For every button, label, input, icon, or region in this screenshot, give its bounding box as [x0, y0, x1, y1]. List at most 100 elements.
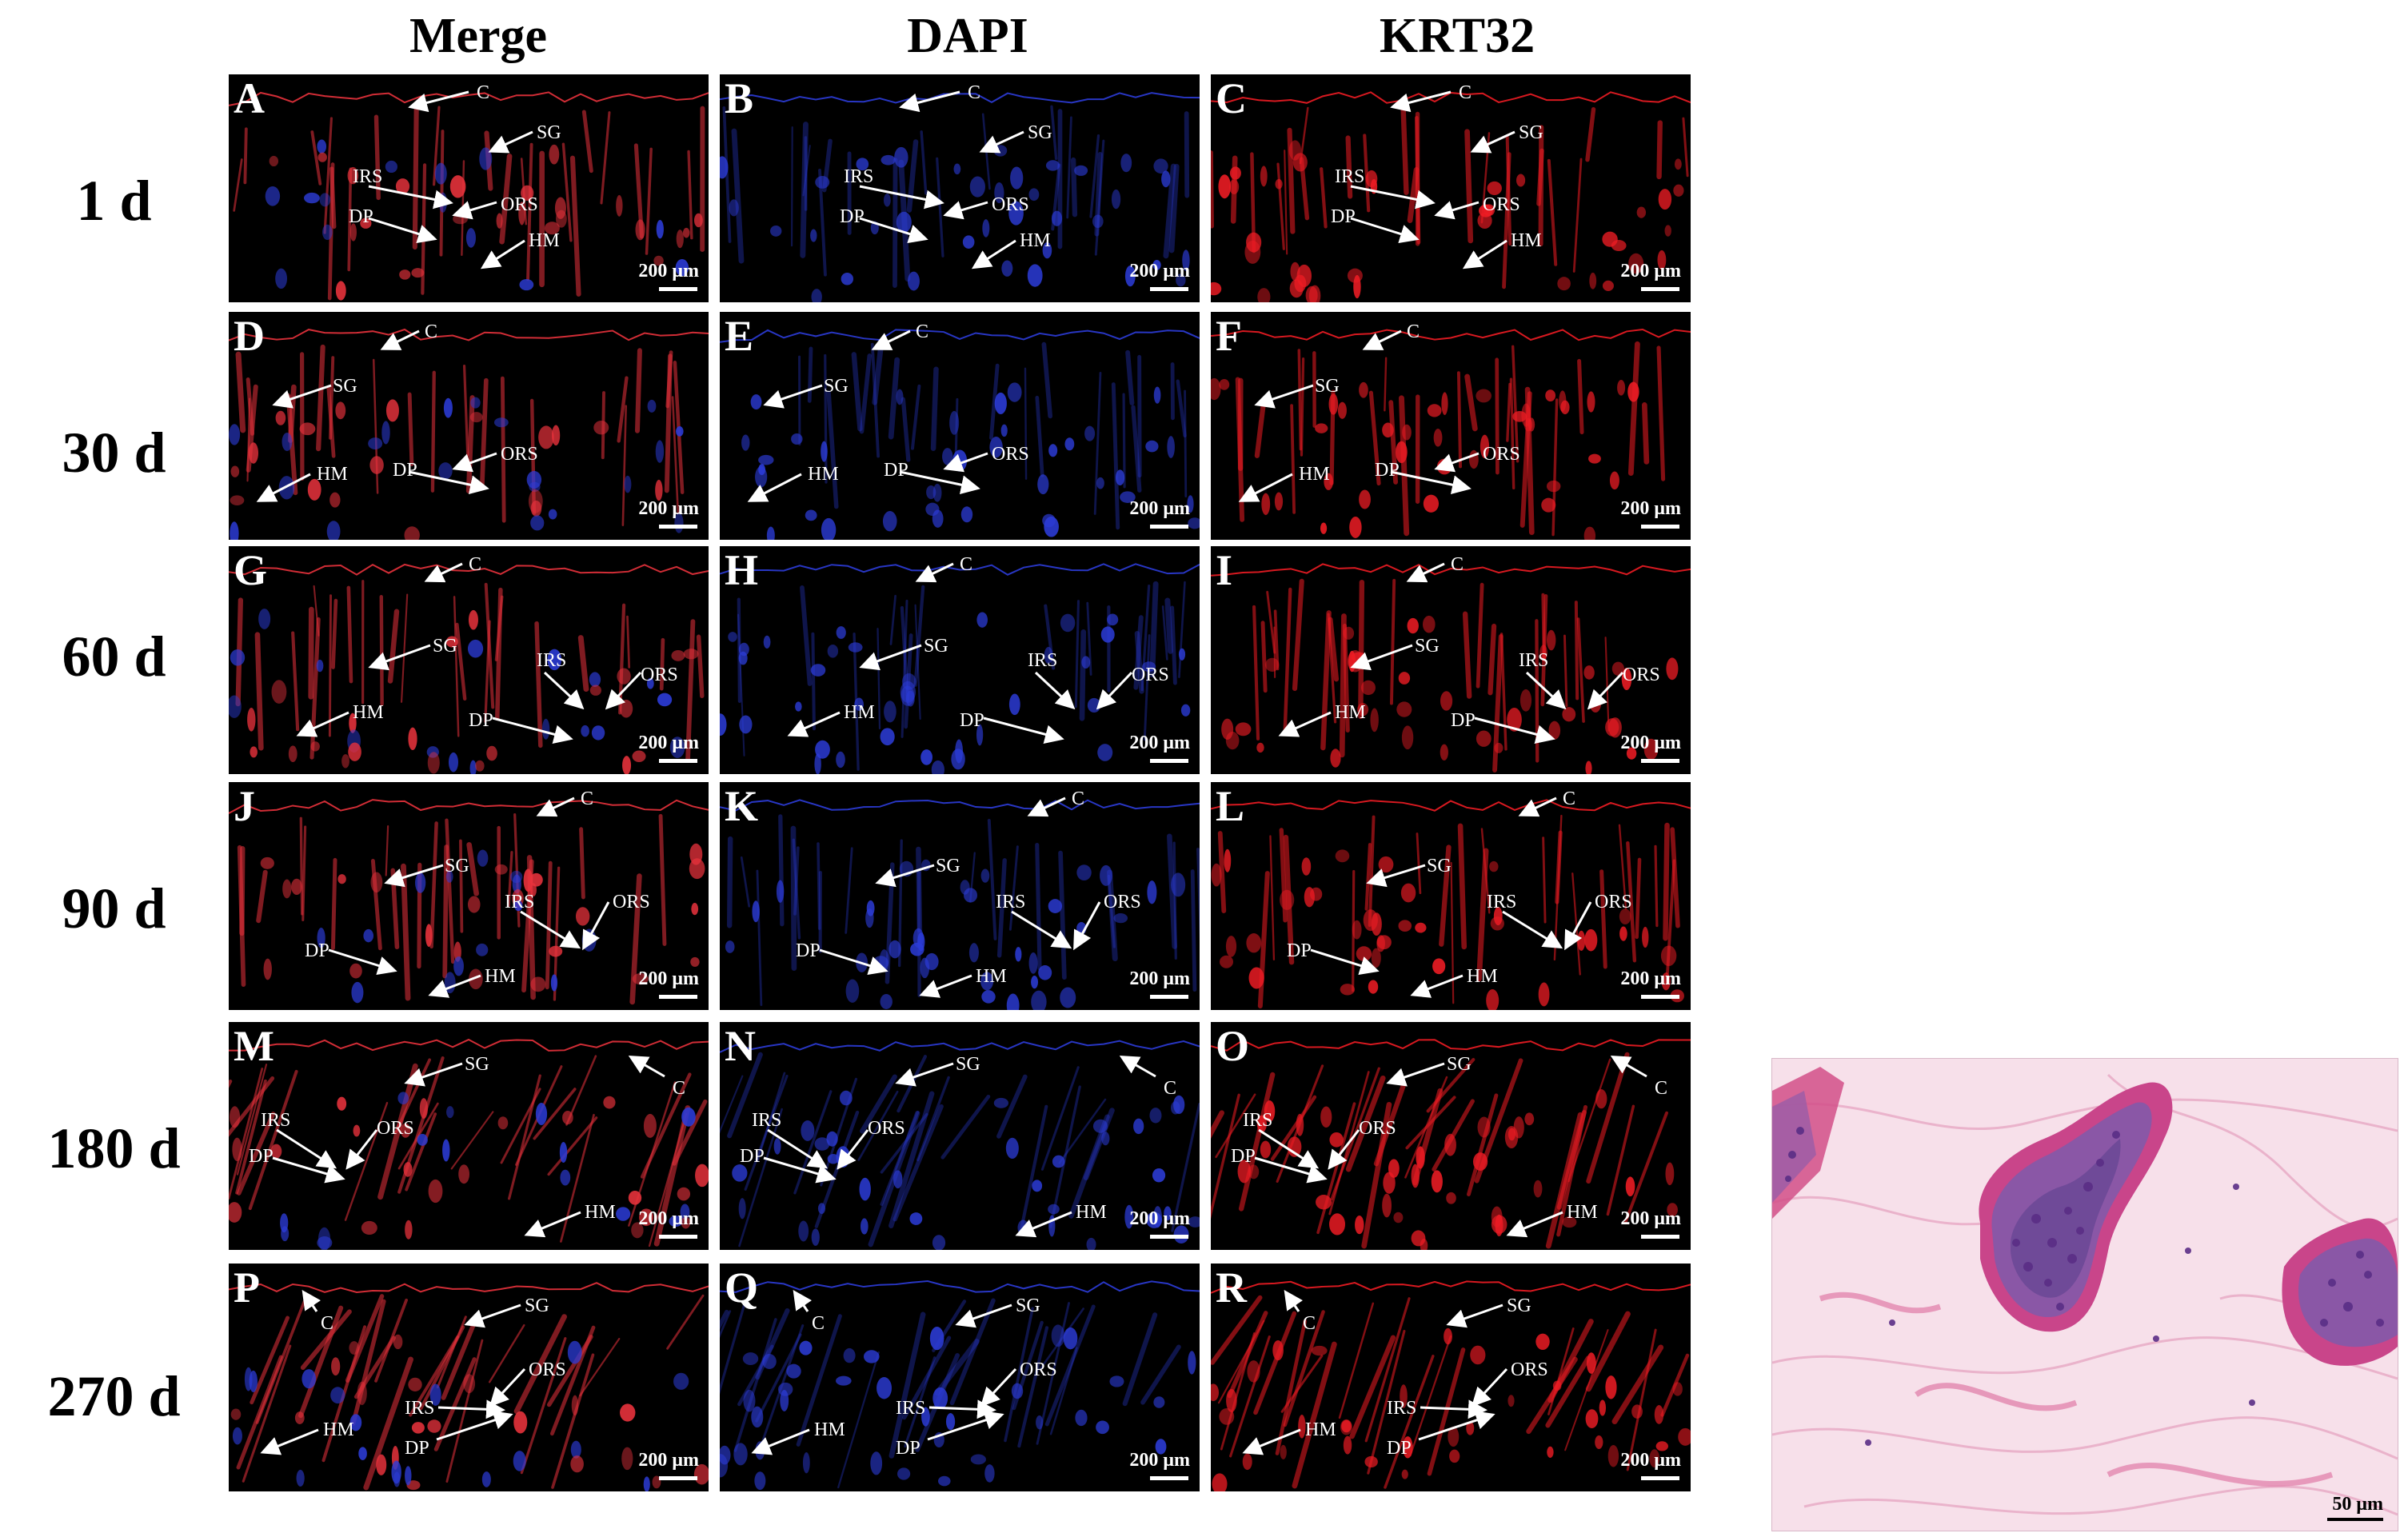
- annotation-arrows: [368, 90, 533, 269]
- structure-label-hm: HM: [1567, 1202, 1598, 1223]
- fluorescence-texture: [229, 1282, 709, 1491]
- structure-label-c: C: [321, 1313, 334, 1334]
- arrow-hm: [260, 1428, 319, 1455]
- scale-bar: [659, 1476, 697, 1480]
- arrow-dp: [859, 217, 928, 244]
- structure-label-hm: HM: [1467, 966, 1498, 987]
- arrow-c: [408, 90, 469, 113]
- structure-label-ors: ORS: [1483, 444, 1520, 465]
- structure-label-ors: ORS: [1595, 892, 1632, 912]
- structure-label-hm: HM: [323, 1419, 354, 1440]
- scale-bar: [1641, 287, 1679, 291]
- structure-label-ors: ORS: [1104, 892, 1141, 912]
- arrow-ors: [1564, 901, 1592, 951]
- structure-label-hm: HM: [1335, 702, 1366, 723]
- arrow-hm: [428, 974, 481, 998]
- scale-bar: [1150, 1235, 1188, 1239]
- fluorescence-texture: [229, 799, 709, 1005]
- structure-label-ors: ORS: [992, 194, 1029, 215]
- structure-label-irs: IRS: [1519, 650, 1549, 671]
- scale-bar-label: 200 μm: [1620, 498, 1681, 519]
- arrow-c: [628, 1056, 665, 1078]
- scale-bar: [1641, 759, 1679, 763]
- image-panel-f: C SG DP ORS HM F 200 μm: [1211, 312, 1691, 540]
- arrow-sg: [368, 644, 431, 671]
- structure-label-ors: ORS: [1483, 194, 1520, 215]
- structure-label-dp: DP: [1231, 1146, 1256, 1167]
- arrow-c: [1362, 329, 1402, 350]
- panel-letter: Q: [725, 1264, 759, 1311]
- structure-label-ors: ORS: [868, 1118, 905, 1139]
- scale-bar-label: 200 μm: [1620, 1208, 1681, 1229]
- arrow-dp: [1254, 1156, 1328, 1184]
- scale-bar-label: 200 μm: [1129, 1208, 1190, 1229]
- arrow-irs: [1502, 910, 1563, 949]
- arrow-c: [380, 329, 420, 350]
- annotation-arrows: [260, 1290, 526, 1455]
- panel-letter: D: [234, 312, 265, 360]
- arrow-sg: [979, 130, 1024, 154]
- panel-letter: G: [234, 546, 268, 594]
- structure-label-hm: HM: [353, 702, 384, 723]
- structure-label-c: C: [916, 321, 929, 342]
- structure-label-irs: IRS: [996, 892, 1026, 912]
- fluorescence-texture: [229, 563, 709, 774]
- annotation-arrows: [747, 329, 988, 502]
- arrow-dp: [763, 1156, 837, 1184]
- row-label-180d: 180 d: [47, 1116, 181, 1180]
- structure-label-ors: ORS: [1359, 1118, 1396, 1139]
- arrow-dp: [368, 217, 437, 244]
- structure-label-c: C: [1164, 1078, 1177, 1099]
- structure-label-c: C: [812, 1313, 825, 1334]
- structure-label-hm: HM: [1305, 1419, 1336, 1440]
- annotation-arrows: [328, 796, 610, 998]
- arrow-dp: [1310, 948, 1380, 976]
- annotation-arrows: [763, 1056, 1156, 1238]
- annotation-arrows: [256, 329, 497, 502]
- annotation-arrows: [296, 562, 642, 745]
- image-panel-l: C SG IRS ORS DP HM L 200 μm: [1211, 782, 1691, 1010]
- arrow-hm: [1015, 1211, 1072, 1238]
- structure-label-ors: ORS: [1020, 1359, 1057, 1380]
- scale-bar: [1641, 1235, 1679, 1239]
- annotation-arrows: [1310, 796, 1592, 998]
- arrow-irs: [1258, 1128, 1320, 1169]
- arrow-c: [536, 796, 575, 817]
- structure-label-hm: HM: [529, 230, 560, 251]
- structure-label-dp: DP: [469, 710, 493, 731]
- structure-label-dp: DP: [249, 1146, 274, 1167]
- arrow-ors: [837, 1129, 869, 1170]
- image-panel-e: C SG DP ORS HM E 200 μm: [720, 312, 1200, 540]
- annotation-arrows: [819, 796, 1101, 998]
- scale-bar: [1641, 995, 1679, 999]
- image-panel-k: C SG IRS ORS DP HM K 200 μm: [720, 782, 1200, 1010]
- scale-bar-label: 200 μm: [1620, 968, 1681, 989]
- structure-label-sg: SG: [1415, 636, 1440, 657]
- arrow-irs: [928, 1399, 996, 1419]
- structure-label-dp: DP: [1331, 206, 1356, 227]
- arrow-c: [1284, 1290, 1304, 1312]
- panel-letter: P: [234, 1264, 260, 1311]
- structure-label-dp: DP: [1451, 710, 1476, 731]
- scale-bar-label: 200 μm: [1129, 968, 1190, 989]
- arrow-sg: [272, 384, 332, 409]
- arrow-sg: [464, 1303, 521, 1328]
- fluorescence-texture: [720, 1280, 1200, 1491]
- arrow-ors: [605, 671, 642, 710]
- arrow-ors: [345, 1129, 378, 1170]
- structure-label-ors: ORS: [1623, 665, 1660, 685]
- structure-label-sg: SG: [1427, 856, 1452, 876]
- panel-letter: A: [234, 74, 265, 122]
- scale-bar-label: 200 μm: [1620, 261, 1681, 281]
- arrow-sg: [488, 130, 533, 154]
- fluorescence-texture: [720, 799, 1200, 1010]
- structure-label-sg: SG: [445, 856, 469, 876]
- structure-label-c: C: [960, 554, 973, 575]
- arrow-c: [899, 90, 960, 113]
- structure-label-hm: HM: [585, 1202, 616, 1223]
- arrow-c: [1390, 90, 1452, 113]
- scale-bar: [659, 1235, 697, 1239]
- arrow-irs: [276, 1128, 337, 1169]
- annotation-arrows: [272, 1056, 665, 1238]
- structure-label-sg: SG: [525, 1295, 549, 1316]
